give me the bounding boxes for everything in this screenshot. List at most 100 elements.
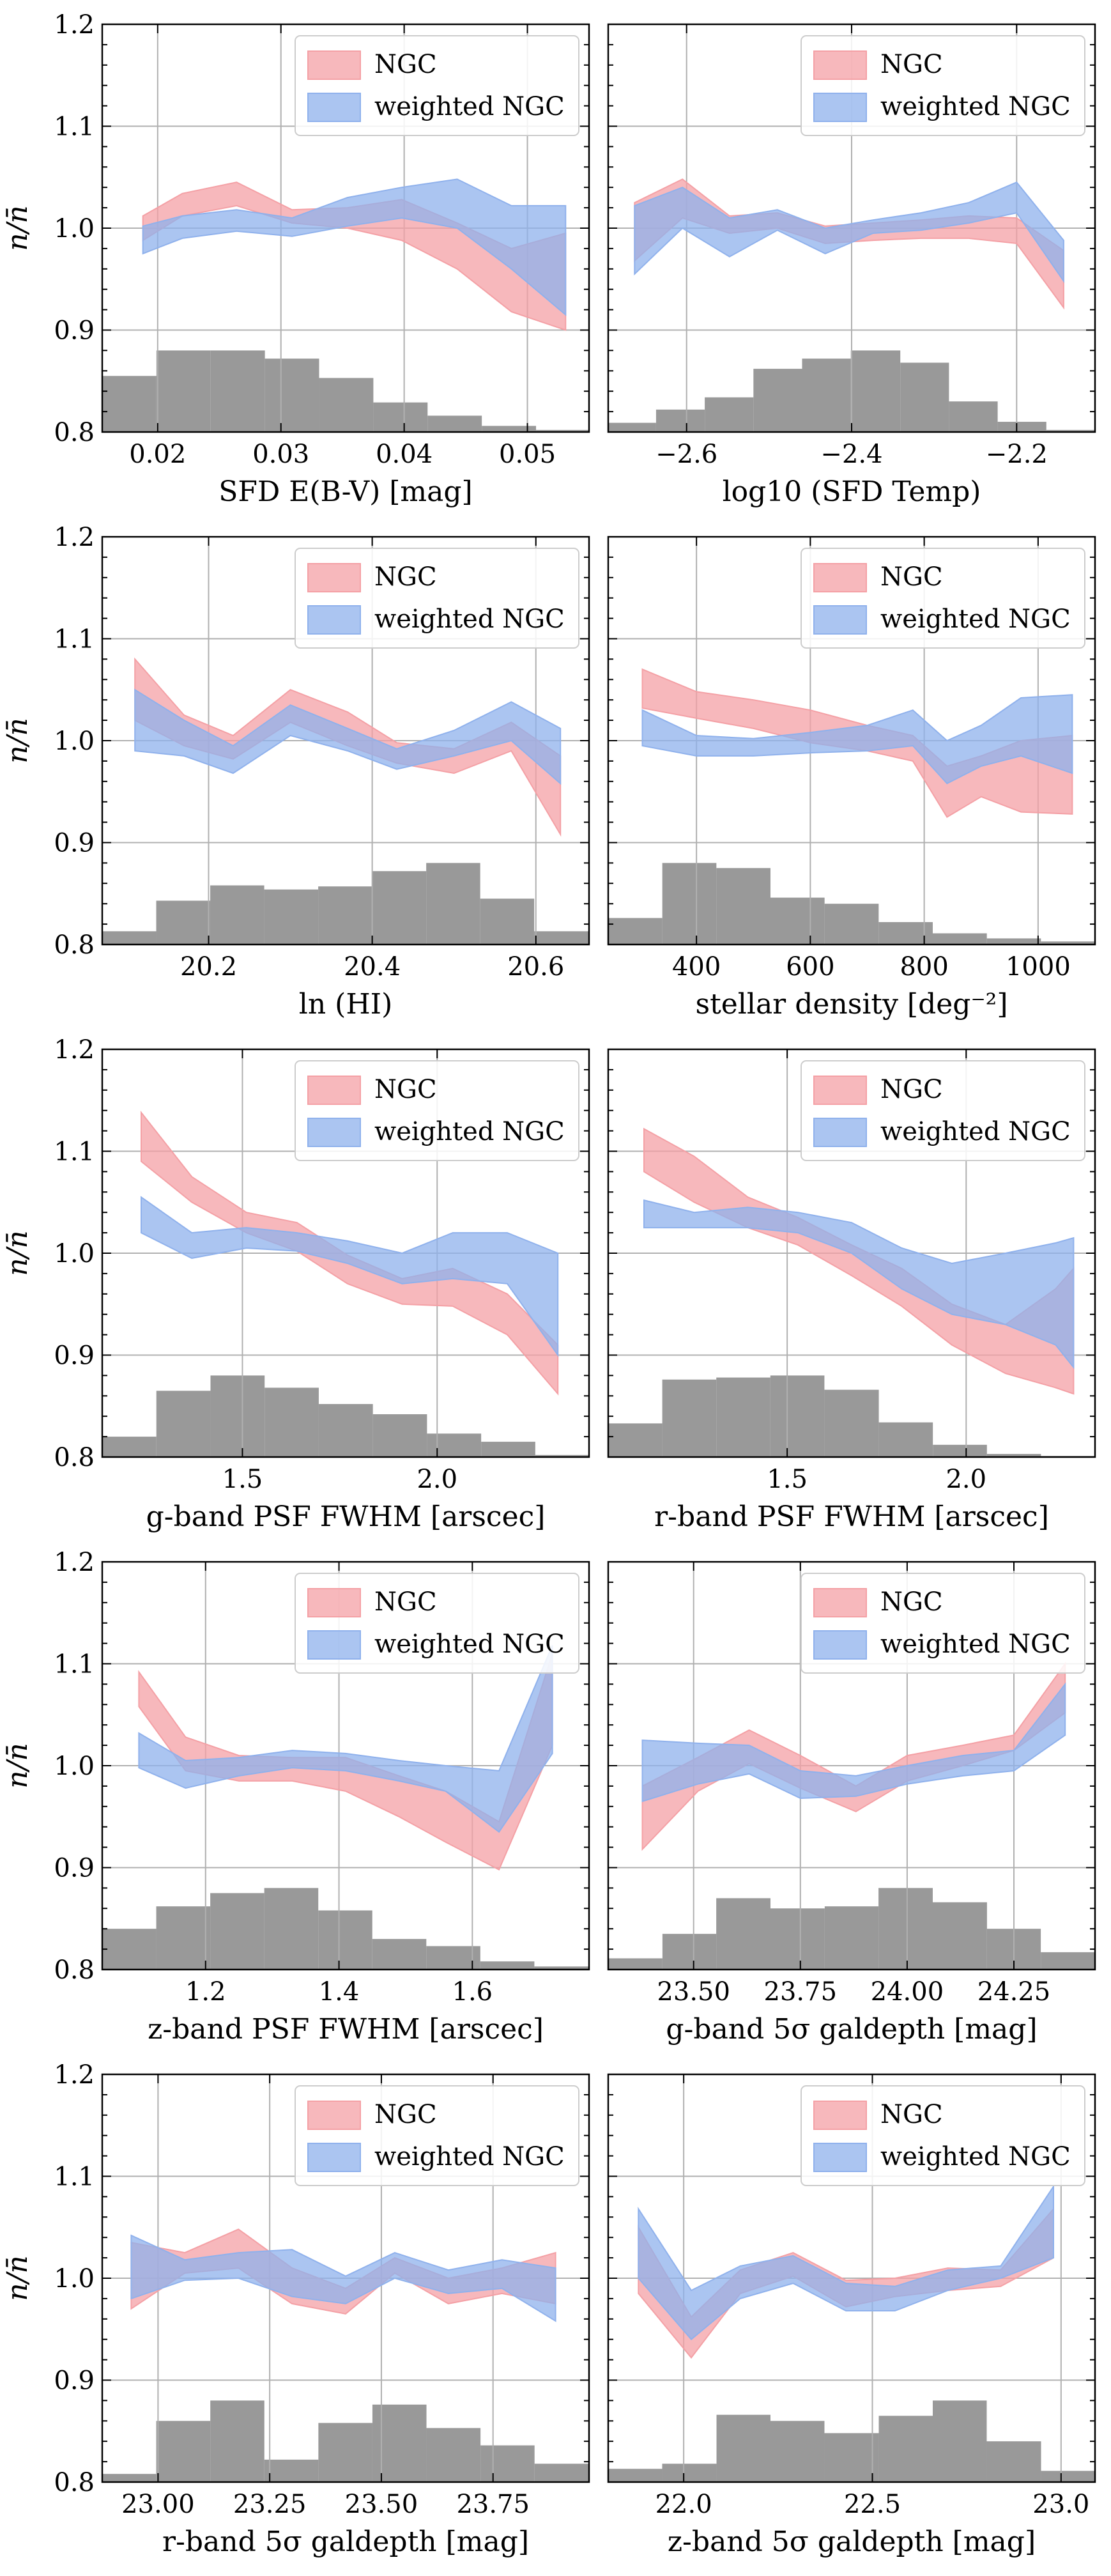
legend: NGC weighted NGC xyxy=(801,1060,1085,1161)
histogram-bar xyxy=(986,1454,1041,1457)
legend: NGC weighted NGC xyxy=(295,2085,579,2186)
histogram xyxy=(608,863,1095,945)
legend-box xyxy=(295,1060,579,1161)
legend-swatch xyxy=(307,1076,361,1105)
histogram-bar xyxy=(878,1888,933,1970)
y-tick-label: 1.1 xyxy=(54,2163,95,2192)
plot-area xyxy=(102,2074,589,2482)
legend-label: NGC xyxy=(374,2100,437,2129)
x-tick-label: 23.0 xyxy=(1032,2490,1089,2519)
histogram-bar xyxy=(662,2464,717,2482)
legend-swatch xyxy=(307,1118,361,1147)
x-axis-title: z-band 5σ galdepth [mag] xyxy=(668,2526,1036,2558)
histogram-bar xyxy=(480,1961,535,1970)
plot-area xyxy=(608,1049,1095,1457)
x-tick-label: 23.00 xyxy=(121,2490,195,2519)
legend-label: NGC xyxy=(374,562,437,592)
panel-8: 23.50 23.75 24.00 24.25 g-band 5σ galdepth [… xyxy=(607,1561,1096,2046)
legend-label: NGC xyxy=(880,562,943,592)
histogram-bar xyxy=(933,933,987,945)
legend-label: weighted NGC xyxy=(880,1630,1071,1659)
histogram-bar xyxy=(1041,2471,1095,2482)
panel-7: 1.2 1.4 1.6 0.8 0.9 1.0 1.1 1.2 n/n̄ z-band PSF F… xyxy=(1,1548,590,2046)
histogram-bar xyxy=(534,1966,589,1970)
histogram-bar xyxy=(933,2400,987,2482)
legend-label: weighted NGC xyxy=(880,1117,1071,1146)
histogram-bar xyxy=(264,889,319,945)
y-axis-title: n/n̄ xyxy=(1,718,34,764)
x-tick-label: 22.5 xyxy=(844,2490,901,2519)
y-tick-label: 1.2 xyxy=(54,1548,95,1577)
x-tick-label: 23.50 xyxy=(657,1977,730,2007)
histogram-bar xyxy=(824,1906,879,1970)
plot-area xyxy=(102,1049,589,1457)
histogram-bar xyxy=(426,2428,481,2482)
panel-5: 1.5 2.0 0.8 0.9 1.0 1.1 1.2 n/n̄ g-band PSF FWHM… xyxy=(1,1035,590,1533)
panel-10: 22.0 22.5 23.0 z-band 5σ galdepth [mag] NGC w… xyxy=(607,2073,1096,2558)
histogram-bar xyxy=(318,886,372,945)
legend-label: NGC xyxy=(374,50,437,79)
band-weighted-ngc xyxy=(138,1645,553,1833)
panel-9: 23.00 23.25 23.50 23.75 0.8 0.9 1.0 1.1 1.2 n/n̄ r… xyxy=(1,2060,590,2558)
y-axis-title: n/n̄ xyxy=(1,2255,34,2301)
histogram-bar xyxy=(102,376,157,432)
panel-3: 20.2 20.4 20.6 0.8 0.9 1.0 1.1 1.2 n/n̄ ln (HI) NG… xyxy=(1,523,590,1021)
y-tick-label: 1.1 xyxy=(54,112,95,142)
histogram-bar xyxy=(264,359,319,432)
histogram-bar xyxy=(372,1939,427,1970)
x-tick-label: 400 xyxy=(672,952,721,982)
histogram-bar xyxy=(210,2400,264,2482)
x-tick-label: 20.4 xyxy=(344,952,401,982)
histogram-bar xyxy=(608,918,663,945)
histogram-bar xyxy=(986,938,1041,945)
x-tick-label: 22.0 xyxy=(655,2490,712,2519)
histogram-bar xyxy=(264,2459,319,2482)
histogram-bar xyxy=(372,2404,427,2482)
x-tick-label: 800 xyxy=(900,952,948,982)
band-weighted-ngc xyxy=(638,2184,1054,2341)
legend-swatch xyxy=(307,93,361,122)
x-tick-label: 2.0 xyxy=(946,1465,986,1494)
histogram-bar xyxy=(655,409,705,432)
x-tick-label: −2.6 xyxy=(655,440,717,469)
histogram-bar xyxy=(716,1898,770,1970)
legend-box xyxy=(801,35,1085,136)
x-tick-label: 0.04 xyxy=(376,440,433,469)
histogram-bar xyxy=(878,2416,933,2482)
legend-box xyxy=(801,548,1085,649)
legend-label: NGC xyxy=(880,50,943,79)
histogram-bar xyxy=(426,863,480,945)
histogram-bar xyxy=(156,900,211,945)
x-tick-label: 23.75 xyxy=(456,2490,530,2519)
histogram-bar xyxy=(427,415,482,432)
x-axis-title: ln (HI) xyxy=(299,988,392,1021)
histogram-bar xyxy=(1041,941,1095,945)
x-tick-label: 24.00 xyxy=(871,1977,944,2007)
histogram-bar xyxy=(949,401,998,432)
legend-swatch xyxy=(813,50,867,80)
histogram-bar xyxy=(802,359,851,432)
histogram xyxy=(608,1888,1095,1970)
legend-label: weighted NGC xyxy=(374,92,565,121)
y-axis-title: n/n̄ xyxy=(1,1743,34,1789)
histogram-bar xyxy=(264,1387,319,1457)
x-axis-title: g-band PSF FWHM [arscec] xyxy=(146,1500,546,1533)
histogram-bar xyxy=(318,2423,372,2482)
histogram-bar xyxy=(535,1454,589,1457)
histogram-bar xyxy=(716,868,770,945)
histogram-bar xyxy=(997,422,1046,432)
legend-label: weighted NGC xyxy=(374,1117,565,1146)
plot-area xyxy=(608,1562,1095,1970)
histogram-bar xyxy=(480,2445,535,2482)
histogram-bar xyxy=(608,1423,663,1457)
y-tick-label: 0.8 xyxy=(54,1443,95,1472)
y-tick-label: 1.2 xyxy=(54,2060,95,2090)
y-tick-label: 0.9 xyxy=(54,829,95,858)
x-tick-label: 1.6 xyxy=(452,1977,493,2007)
x-axis-title: stellar density [deg⁻²] xyxy=(696,988,1008,1021)
histogram-bar xyxy=(850,350,901,432)
legend-label: weighted NGC xyxy=(374,2142,565,2171)
legend-label: weighted NGC xyxy=(880,2142,1071,2171)
histogram-bar xyxy=(102,931,157,945)
y-tick-label: 0.8 xyxy=(54,930,95,960)
